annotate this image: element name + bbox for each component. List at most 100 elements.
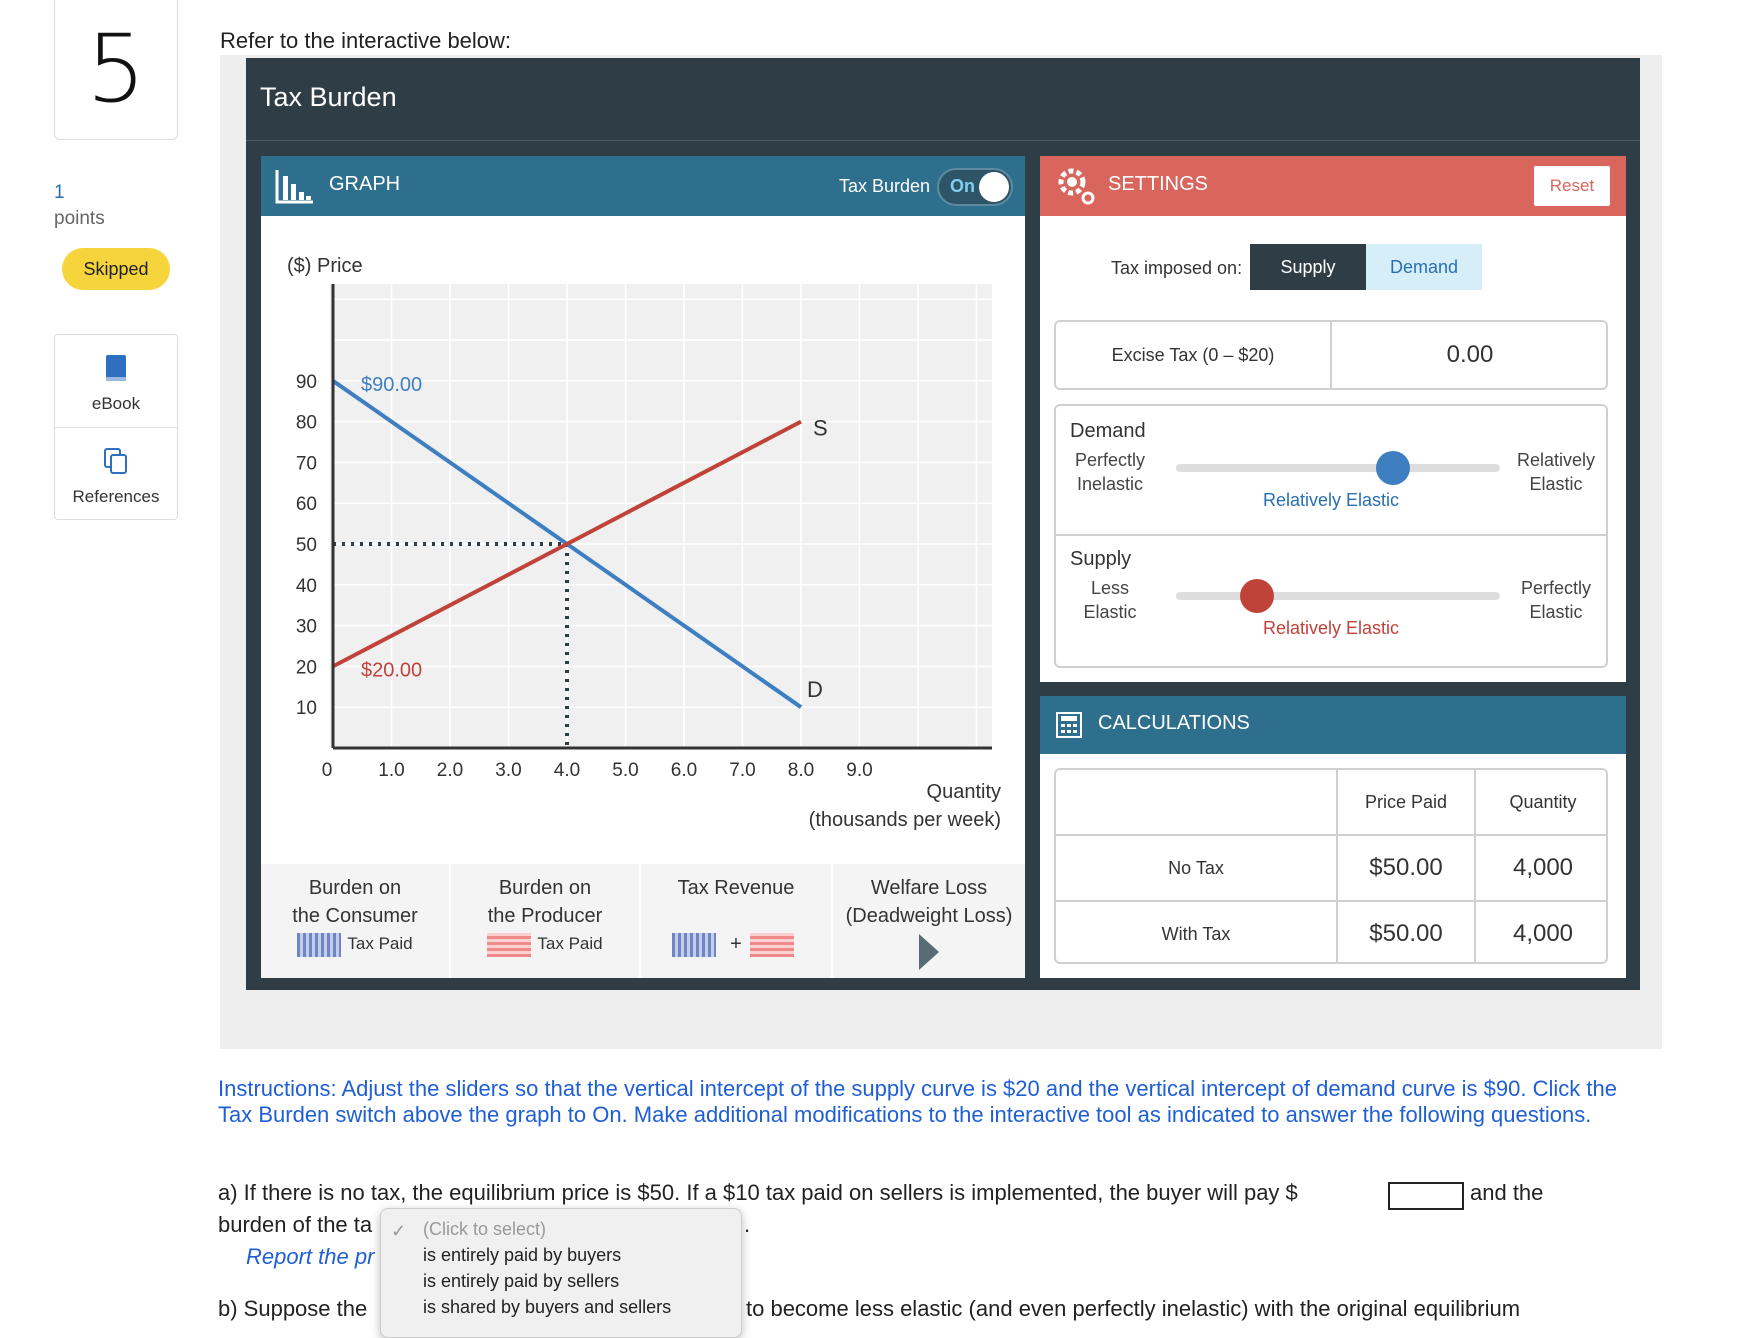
legend-text: the Consumer [292,905,418,927]
x-tick-label: 0 [322,760,333,781]
tax-burden-label: Tax Burden [839,176,931,196]
dropdown-option[interactable]: is shared by buyers and sellers [423,1297,672,1317]
calculator-icon [1056,712,1082,738]
dropdown-option[interactable]: is entirely paid by buyers [423,1245,622,1265]
triangle-icon [919,934,939,970]
elasticity-sliders: Demand Perfectly Inelastic Relatively Elas… [1054,404,1608,668]
tax-on-supply-button[interactable]: Supply [1250,244,1366,290]
report-instruction: Report the pr [246,1244,375,1269]
gridlines [333,284,992,748]
burden-legend: Burden on the Consumer Tax Paid Burden o… [261,864,1025,978]
x-axis-label: Quantity [927,781,1001,803]
tick-labels: 0 1.0 2.0 3.0 4.0 5.0 6.0 7.0 8.0 9.0 10 20 30 40 50 60… [296,372,873,781]
tax-on-demand-button[interactable]: Demand [1366,244,1482,290]
revenue-blue-swatch [672,932,717,957]
y-tick-label: 40 [296,576,317,597]
question-number: 5 [54,0,178,140]
demand-elasticity-value: Relatively Elastic [1262,490,1400,510]
burden-dropdown-menu[interactable]: ✓ (Click to select) is entirely paid by … [380,1208,742,1338]
column-header-price: Price Paid [1364,791,1448,812]
demand-intercept-label: $90.00 [361,374,422,396]
divider [1056,534,1606,536]
with-tax-quantity: 4,000 [1512,920,1574,947]
y-tick-label: 70 [296,453,317,474]
supply-slider-title: Supply [1070,548,1132,570]
plot-area [330,284,992,748]
prompt-text: Refer to the interactive below: [220,28,512,53]
question-a-period: . [744,1212,751,1237]
with-tax-price: $50.00 [1369,920,1443,947]
demand-slider-track[interactable] [1176,464,1500,472]
question-a-text: a) If there is no tax, the equilibrium p… [218,1180,1298,1205]
row-label-no-tax: No Tax [1168,857,1224,878]
references-link[interactable]: References [55,427,177,519]
legend-tax-revenue: Tax Revenue + [641,864,833,978]
demand-slider-title: Demand [1070,420,1146,442]
supply-right-label: Perfectly Elastic [1520,578,1592,622]
excise-tax-input[interactable]: 0.00 [1446,341,1494,368]
dropdown-option[interactable]: is entirely paid by sellers [423,1271,620,1291]
legend-text: Burden on [308,877,402,899]
x-tick-label: 8.0 [788,760,814,781]
y-tick-label: 20 [296,657,317,678]
legend-consumer-burden: Burden on the Consumer Tax Paid [261,864,451,978]
divider [1336,770,1338,962]
question-b-end: to become less elastic (and even perfect… [746,1296,1521,1321]
legend-text: (Deadweight Loss) [845,905,1013,927]
supply-slider-handle[interactable] [1240,579,1274,613]
x-tick-label: 2.0 [437,760,463,781]
ebook-label: eBook [91,394,141,413]
divider [1056,834,1606,836]
y-tick-label: 60 [296,494,317,515]
x-tick-label: 4.0 [554,760,580,781]
gear-icon [1058,168,1095,205]
toggle-knob [979,172,1009,202]
question-a-after: and the [1470,1180,1544,1205]
bar-chart-icon [275,170,313,204]
demand-right-label: Relatively Elastic [1516,450,1596,494]
settings-title: SETTINGS [1108,173,1209,195]
producer-swatch [487,932,532,957]
divider [1474,770,1476,962]
divider [246,140,1640,141]
app-title: Tax Burden [260,82,397,112]
legend-text: Burden on [498,877,592,899]
demand-left-label: Perfectly Inelastic [1074,450,1146,494]
tax-burden-toggle[interactable]: On [937,168,1013,206]
curves [331,379,803,709]
book-icon [106,355,126,381]
no-tax-price: $50.00 [1369,854,1443,881]
calculations-header: CALCULATIONS [1040,696,1626,754]
equilibrium-guides [333,542,569,748]
row-label-with-tax: With Tax [1161,923,1231,944]
graph-header: GRAPH Tax Burden On [261,156,1025,216]
x-tick-label: 6.0 [671,760,697,781]
supply-demand-chart: ($) Price 0 1.0 2.0 3.0 4.0 5.0 6.0 7.0 8.0 9.0 10… [287,255,1001,831]
x-tick-label: 9.0 [846,760,872,781]
y-tick-label: 30 [296,617,317,638]
x-tick-label: 1.0 [378,760,404,781]
resources-panel: eBook References [54,334,178,520]
legend-text: Welfare Loss [870,877,988,899]
supply-curve-label: S [813,416,828,441]
dropdown-placeholder[interactable]: (Click to select) [423,1219,547,1239]
graph-title: GRAPH [329,173,401,195]
demand-slider-handle[interactable] [1376,451,1411,485]
buyer-price-input[interactable] [1388,1182,1464,1210]
copy-icon [104,448,127,474]
supply-curve [332,419,802,669]
points-label: points [54,208,105,229]
revenue-red-swatch [749,932,794,957]
question-a-line2: burden of the ta [218,1212,373,1237]
question-b-start: b) Suppose the [218,1296,368,1321]
references-label: References [72,487,160,506]
calculations-title: CALCULATIONS [1098,712,1250,734]
y-tick-label: 80 [296,413,317,434]
legend-note: Tax Paid [537,934,603,953]
ebook-link[interactable]: eBook [55,335,177,427]
reset-button[interactable]: Reset [1534,166,1610,206]
supply-slider-track[interactable] [1176,592,1500,600]
calculations-table: Price Paid Quantity No Tax $50.00 4,000 … [1054,768,1608,964]
legend-text: Tax Revenue [677,877,795,899]
settings-header: SETTINGS Reset [1040,156,1626,216]
